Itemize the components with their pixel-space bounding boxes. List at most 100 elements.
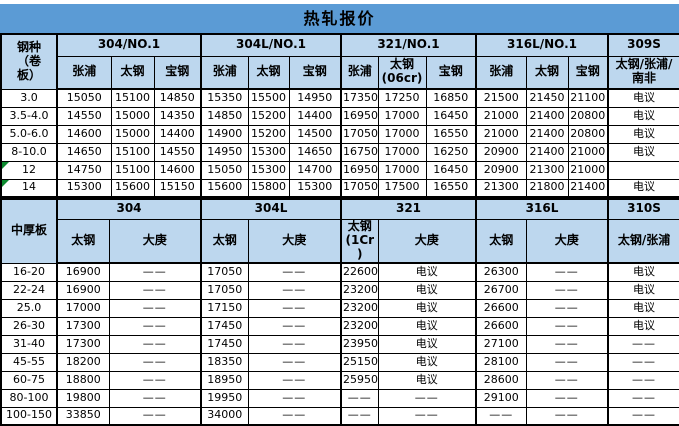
price-cell[interactable]: 15350 xyxy=(200,88,249,108)
price-cell[interactable]: 电议 xyxy=(607,316,679,336)
grade-header-cell[interactable]: 304/NO.1 xyxy=(56,33,202,57)
price-cell[interactable]: 17500 xyxy=(377,178,427,198)
price-cell[interactable]: —— xyxy=(525,370,609,390)
price-cell[interactable]: 14700 xyxy=(288,160,342,180)
price-cell[interactable]: 16950 xyxy=(340,160,379,180)
grade-header-cell[interactable]: 304L/NO.1 xyxy=(200,33,342,57)
row-label-cell[interactable]: 31-40 xyxy=(0,334,58,354)
price-cell[interactable]: —— xyxy=(247,262,342,282)
mill-header-cell[interactable]: 宝钢 xyxy=(425,55,477,90)
price-cell[interactable]: 16450 xyxy=(425,106,477,126)
price-cell[interactable]: 21100 xyxy=(567,88,609,108)
price-cell[interactable]: 23200 xyxy=(340,298,379,318)
grade-header-cell[interactable]: 309S xyxy=(607,33,679,57)
price-cell[interactable]: —— xyxy=(247,298,342,318)
price-cell[interactable]: —— xyxy=(525,262,609,282)
price-cell[interactable]: 26700 xyxy=(475,280,527,300)
price-cell[interactable]: 15050 xyxy=(56,88,112,108)
mill-header-cell[interactable]: 宝钢 xyxy=(153,55,202,90)
mill-header-cell[interactable]: 太钢 xyxy=(247,55,290,90)
price-cell[interactable]: 电议 xyxy=(607,142,679,162)
price-cell[interactable]: 16550 xyxy=(425,178,477,198)
price-cell[interactable]: 18200 xyxy=(56,352,110,372)
price-cell[interactable]: 电议 xyxy=(377,262,477,282)
price-cell[interactable]: —— xyxy=(607,352,679,372)
price-cell[interactable]: 20900 xyxy=(475,142,527,162)
grade-header-cell[interactable]: 304 xyxy=(56,198,202,220)
price-cell[interactable]: 23200 xyxy=(340,316,379,336)
mill-header-cell[interactable]: 张浦 xyxy=(475,55,527,90)
mill-header-cell[interactable]: 宝钢 xyxy=(288,55,342,90)
price-cell[interactable]: 14550 xyxy=(153,142,202,162)
price-cell[interactable]: 29100 xyxy=(475,388,527,408)
price-cell[interactable]: 21000 xyxy=(567,160,609,180)
price-cell[interactable]: —— xyxy=(108,406,202,426)
price-cell[interactable]: 16450 xyxy=(425,160,477,180)
price-cell[interactable]: —— xyxy=(377,406,477,426)
price-cell[interactable]: —— xyxy=(607,334,679,354)
row-label-cell[interactable]: 3.0 xyxy=(0,88,58,108)
price-cell[interactable]: 14850 xyxy=(200,106,249,126)
price-cell[interactable]: 电议 xyxy=(607,298,679,318)
price-cell[interactable]: 21000 xyxy=(475,106,527,126)
price-cell[interactable]: 15050 xyxy=(200,160,249,180)
row-label-cell[interactable]: 22-24 xyxy=(0,280,58,300)
price-cell[interactable]: 16750 xyxy=(340,142,379,162)
price-cell[interactable]: 15300 xyxy=(56,178,112,198)
price-cell[interactable]: —— xyxy=(247,352,342,372)
price-cell[interactable]: 14750 xyxy=(56,160,112,180)
price-cell[interactable]: 15150 xyxy=(153,178,202,198)
row-label-cell[interactable]: 12 xyxy=(0,160,58,180)
price-cell[interactable]: —— xyxy=(108,262,202,282)
price-cell[interactable]: 20800 xyxy=(567,124,609,144)
mill-header-cell[interactable]: 太钢 xyxy=(56,218,110,264)
price-cell[interactable]: 14900 xyxy=(200,124,249,144)
price-cell[interactable]: 25150 xyxy=(340,352,379,372)
price-cell[interactable]: 电议 xyxy=(377,280,477,300)
price-cell[interactable]: 电议 xyxy=(607,88,679,108)
price-cell[interactable]: 16850 xyxy=(425,88,477,108)
price-cell[interactable]: 14650 xyxy=(288,142,342,162)
price-cell[interactable]: —— xyxy=(607,388,679,408)
mill-header-cell[interactable]: 大庚 xyxy=(525,218,609,264)
price-cell[interactable]: —— xyxy=(340,406,379,426)
mill-header-cell[interactable]: 大庚 xyxy=(108,218,202,264)
price-cell[interactable]: —— xyxy=(247,280,342,300)
price-cell[interactable]: 14600 xyxy=(56,124,112,144)
grade-header-cell[interactable]: 316L/NO.1 xyxy=(475,33,609,57)
price-cell[interactable]: 21500 xyxy=(475,88,527,108)
price-cell[interactable]: 电议 xyxy=(607,178,679,198)
price-cell[interactable]: 15100 xyxy=(110,88,155,108)
grade-header-cell[interactable]: 304L xyxy=(199,198,342,220)
price-cell[interactable]: 电议 xyxy=(377,352,477,372)
price-cell[interactable]: 21400 xyxy=(525,124,569,144)
price-cell[interactable]: —— xyxy=(525,406,609,426)
price-cell[interactable]: —— xyxy=(247,316,342,336)
price-cell[interactable]: 28600 xyxy=(475,370,527,390)
price-cell[interactable]: 28100 xyxy=(475,352,527,372)
mill-header-cell[interactable]: 太钢 xyxy=(200,218,249,264)
price-cell[interactable]: 17000 xyxy=(377,106,427,126)
price-cell[interactable]: 17300 xyxy=(56,316,110,336)
mill-header-cell[interactable]: 太钢 xyxy=(475,218,527,264)
price-cell[interactable]: 15000 xyxy=(110,124,155,144)
price-cell[interactable]: 21300 xyxy=(525,160,569,180)
price-cell[interactable]: —— xyxy=(340,388,379,408)
price-cell[interactable]: 电议 xyxy=(377,298,477,318)
price-cell[interactable]: 电议 xyxy=(607,262,679,282)
price-cell[interactable]: 18350 xyxy=(200,352,249,372)
price-cell[interactable]: 17050 xyxy=(340,124,379,144)
price-cell[interactable]: 电议 xyxy=(377,370,477,390)
mill-header-cell[interactable]: 太钢 (06cr) xyxy=(377,55,427,90)
price-cell[interactable]: 21800 xyxy=(525,178,569,198)
price-cell[interactable]: 23950 xyxy=(340,334,379,354)
price-cell[interactable]: 14550 xyxy=(56,106,112,126)
price-cell[interactable]: —— xyxy=(247,370,342,390)
row-label-cell[interactable]: 5.0-6.0 xyxy=(0,124,58,144)
price-cell[interactable]: 15300 xyxy=(247,142,290,162)
row-label-cell[interactable]: 16-20 xyxy=(0,262,58,282)
price-cell[interactable]: —— xyxy=(108,334,202,354)
price-cell[interactable]: 14600 xyxy=(153,160,202,180)
price-cell[interactable]: 15800 xyxy=(247,178,290,198)
price-cell[interactable]: —— xyxy=(108,316,202,336)
